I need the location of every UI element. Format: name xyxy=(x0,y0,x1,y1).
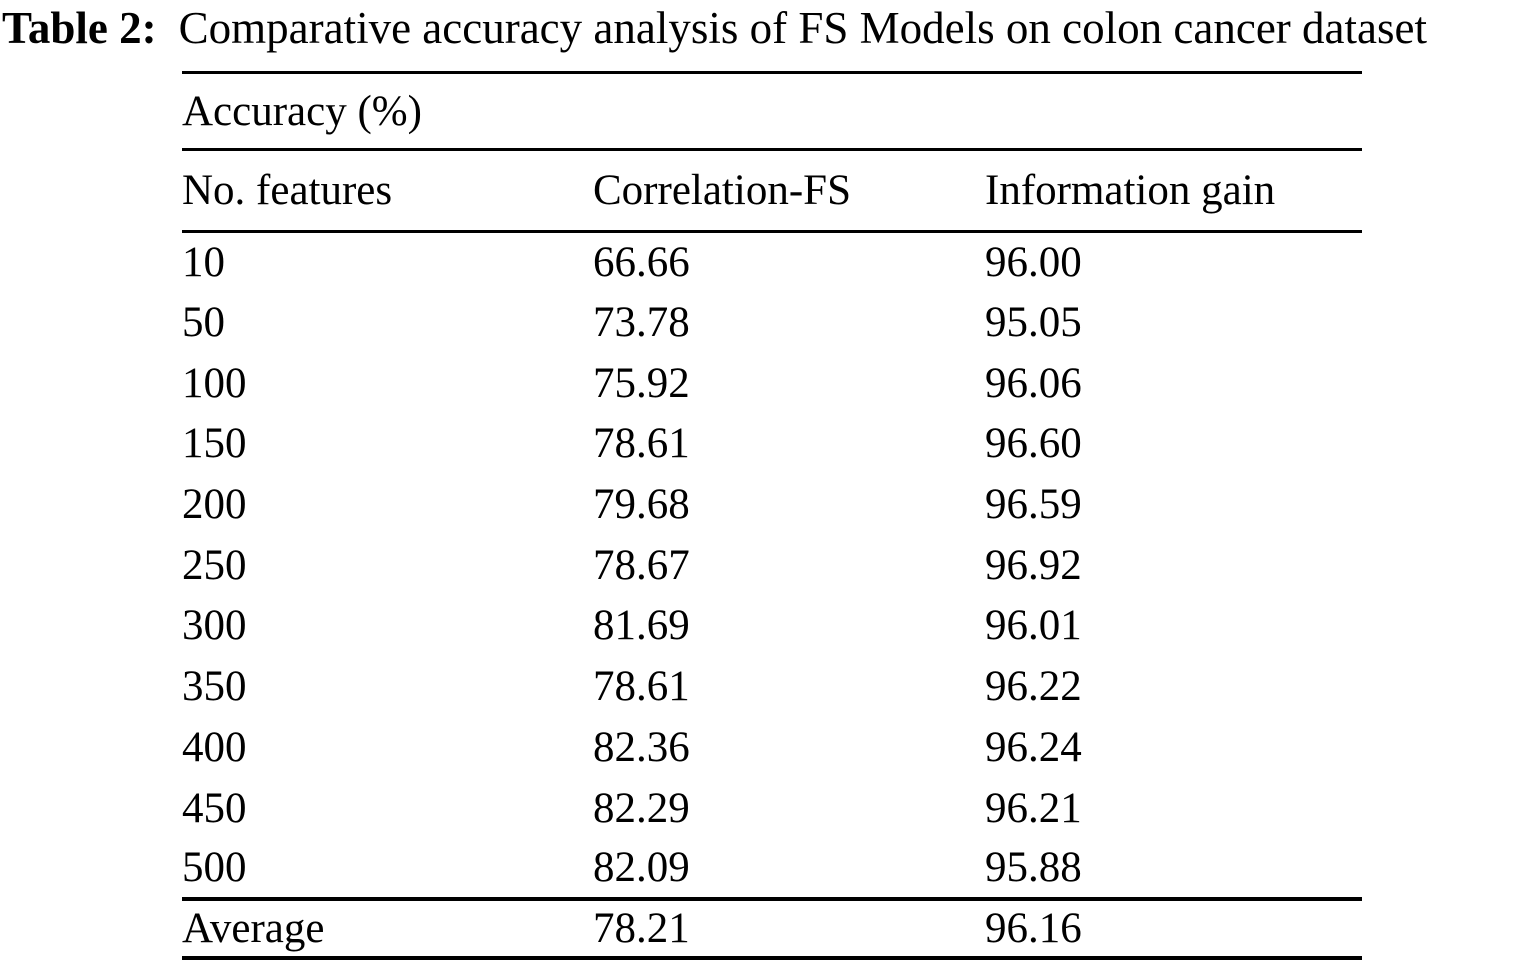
cell-correlation-fs: 75.92 xyxy=(593,359,690,407)
cell-features: 300 xyxy=(182,602,247,650)
cell-correlation-fs: 81.69 xyxy=(593,602,690,650)
table-row: 400 82.36 96.24 xyxy=(182,717,1362,778)
column-header-information-gain: Information gain xyxy=(985,149,1362,233)
cell-correlation-fs: 79.68 xyxy=(593,481,690,529)
group-header-cell: Accuracy (%) xyxy=(182,71,1362,151)
table-caption: Table 2: Comparative accuracy analysis of… xyxy=(2,2,1529,54)
cell-features: 50 xyxy=(182,299,225,347)
cell-information-gain: 96.59 xyxy=(985,481,1082,529)
table-row: 300 81.69 96.01 xyxy=(182,596,1362,657)
cell-features: 500 xyxy=(182,838,593,902)
table-row: 10 66.66 96.00 xyxy=(182,232,1362,293)
cell-correlation-fs: 82.29 xyxy=(593,784,690,832)
table-caption-text: Comparative accuracy analysis of FS Mode… xyxy=(178,3,1427,53)
table-row: 50 73.78 95.05 xyxy=(182,292,1362,353)
cell-information-gain: 96.24 xyxy=(985,723,1082,771)
table-row: 350 78.61 96.22 xyxy=(182,656,1362,717)
table-container: Accuracy (%) No. features Correlation-FS… xyxy=(182,71,1362,961)
cell-information-gain: 96.01 xyxy=(985,602,1082,650)
cell-features: 400 xyxy=(182,723,247,771)
column-header-no-features: No. features xyxy=(182,149,593,233)
cell-information-gain: 95.05 xyxy=(985,299,1082,347)
table-row: 450 82.29 96.21 xyxy=(182,778,1362,839)
cell-average-correlation-fs: 78.21 xyxy=(593,899,985,961)
column-header-row: No. features Correlation-FS Information … xyxy=(182,149,1362,233)
cell-correlation-fs: 78.61 xyxy=(593,420,690,468)
cell-information-gain: 96.21 xyxy=(985,784,1082,832)
cell-average-label: Average xyxy=(182,899,593,961)
cell-information-gain: 96.22 xyxy=(985,663,1082,711)
cell-information-gain: 96.00 xyxy=(985,239,1082,287)
group-header-row: Accuracy (%) xyxy=(182,71,1362,151)
cell-correlation-fs: 78.67 xyxy=(593,541,690,589)
cell-information-gain: 96.60 xyxy=(985,420,1082,468)
average-row: Average 78.21 96.16 xyxy=(182,899,1362,961)
cell-features: 200 xyxy=(182,481,247,529)
cell-correlation-fs: 78.61 xyxy=(593,663,690,711)
table-row: 150 78.61 96.60 xyxy=(182,414,1362,475)
table-row: 100 75.92 96.06 xyxy=(182,353,1362,414)
cell-average-information-gain: 96.16 xyxy=(985,899,1362,961)
table-body: 10 66.66 96.00 50 73.78 95.05 100 75.92 … xyxy=(182,232,1362,902)
cell-correlation-fs: 66.66 xyxy=(593,239,690,287)
cell-information-gain: 96.92 xyxy=(985,541,1082,589)
table-header: Accuracy (%) No. features Correlation-FS… xyxy=(182,71,1362,233)
table-caption-label: Table 2: xyxy=(2,3,157,53)
cell-information-gain: 96.06 xyxy=(985,359,1082,407)
cell-correlation-fs: 82.36 xyxy=(593,723,690,771)
table-row: 200 79.68 96.59 xyxy=(182,474,1362,535)
cell-features: 100 xyxy=(182,359,247,407)
cell-correlation-fs: 73.78 xyxy=(593,299,690,347)
table-footer: Average 78.21 96.16 xyxy=(182,899,1362,961)
column-header-correlation-fs: Correlation-FS xyxy=(593,149,985,233)
cell-information-gain: 95.88 xyxy=(985,838,1362,902)
cell-correlation-fs: 82.09 xyxy=(593,838,985,902)
cell-features: 450 xyxy=(182,784,247,832)
table-row: 500 82.09 95.88 xyxy=(182,838,1362,902)
table-row: 250 78.67 96.92 xyxy=(182,535,1362,596)
cell-features: 250 xyxy=(182,541,247,589)
cell-features: 10 xyxy=(182,239,225,287)
cell-features: 150 xyxy=(182,420,247,468)
cell-features: 350 xyxy=(182,663,247,711)
accuracy-table: Accuracy (%) No. features Correlation-FS… xyxy=(182,71,1362,961)
